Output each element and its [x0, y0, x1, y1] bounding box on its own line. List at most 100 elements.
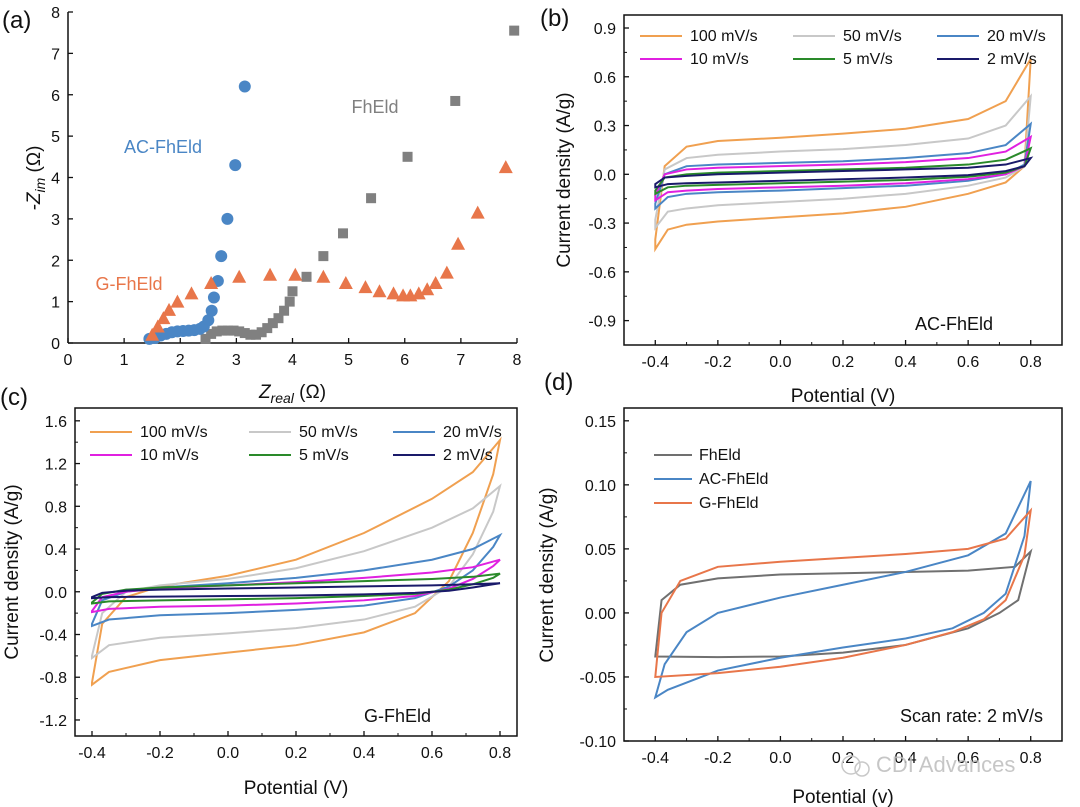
y-tick-label: 0.10 [585, 478, 616, 495]
y-tick-label: -0.8 [39, 670, 67, 687]
data-point [498, 160, 513, 174]
y-axis-label: Current density (A/g) [537, 487, 558, 662]
data-point [238, 80, 251, 93]
y-tick-label: -1.2 [39, 713, 67, 730]
data-point [162, 302, 177, 316]
x-tick-label: -0.2 [704, 354, 732, 371]
legend-label: 100 mV/s [690, 28, 758, 45]
legend-label: 5 mV/s [299, 447, 349, 464]
legend-label: 2 mV/s [443, 447, 493, 464]
x-tick-label: 5 [344, 352, 353, 369]
y-axis-label: Current density (A/g) [2, 484, 23, 659]
legend-label: 10 mV/s [140, 447, 199, 464]
data-point [470, 205, 485, 219]
x-tick-label: -0.4 [641, 750, 669, 767]
y-tick-label: 0.3 [594, 119, 616, 136]
x-tick-label: 3 [232, 352, 241, 369]
y-tick-label: 0.00 [585, 606, 616, 623]
data-point [279, 305, 290, 316]
legend-label: 50 mV/s [299, 424, 358, 441]
data-point [251, 329, 262, 340]
x-tick-label: 0.4 [353, 745, 375, 762]
x-axis-label: Potential (V) [791, 386, 896, 407]
data-point [245, 329, 256, 340]
cv-curve-5mVs [91, 572, 501, 605]
panel-label: (b) [540, 5, 569, 32]
y-tick-label: 1.6 [45, 414, 67, 431]
legend-label: 20 mV/s [987, 28, 1046, 45]
y-tick-label: 0.6 [594, 70, 616, 87]
data-point [301, 271, 312, 282]
x-tick-label: 0.8 [1020, 354, 1042, 371]
cv-curve-2mVs [91, 582, 501, 600]
data-point [239, 328, 250, 339]
data-point [200, 333, 211, 344]
data-point [228, 325, 239, 336]
x-tick-label: 0 [64, 352, 73, 369]
y-tick-label: 0.8 [45, 499, 67, 516]
data-point [366, 193, 377, 204]
y-axis-label: Current density (A/g) [554, 92, 575, 267]
series-annotation: FhEld [351, 97, 398, 117]
x-tick-label: 0.2 [285, 745, 307, 762]
y-tick-label: -0.4 [39, 628, 67, 645]
data-point [156, 311, 171, 325]
cv-curve-20mVs [91, 532, 503, 628]
data-point [256, 327, 267, 338]
panel-label: (a) [2, 7, 31, 34]
data-point [211, 326, 222, 337]
legend-label: 50 mV/s [843, 28, 902, 45]
data-point [372, 284, 387, 298]
y-tick-label: 2 [51, 253, 60, 270]
data-point [402, 151, 413, 162]
data-point [229, 159, 242, 172]
series-G-FhEld [145, 160, 513, 341]
y-tick-label: 6 [51, 88, 60, 105]
y-tick-label: 8 [51, 5, 60, 22]
cv-curve-AC-FhEld [653, 480, 1032, 700]
y-tick-label: 1.2 [45, 457, 67, 474]
x-tick-label: 0.6 [957, 354, 979, 371]
legend-label: 2 mV/s [987, 51, 1037, 68]
x-tick-label: -0.2 [146, 745, 174, 762]
legend-label: AC-FhEld [699, 471, 768, 488]
y-tick-label: 1 [51, 295, 60, 312]
panel-label: (c) [0, 384, 28, 411]
data-point [509, 25, 520, 36]
cv-curve-100mVs [654, 58, 1032, 253]
legend-label: 20 mV/s [443, 424, 502, 441]
y-tick-label: 0.0 [594, 167, 616, 184]
series-annotation: AC-FhEld [124, 137, 202, 157]
x-tick-label: 0.6 [957, 750, 979, 767]
data-point [205, 304, 218, 317]
x-tick-label: 0.8 [1020, 750, 1042, 767]
x-tick-label: 0.6 [421, 745, 443, 762]
data-point [318, 251, 329, 262]
x-tick-label: 7 [456, 352, 465, 369]
watermark: CDI Advances [841, 752, 1015, 777]
chart-panel-0: (a) 0 1 2 3 4 5 6 7 8 0 1 2 3 4 5 6 7 8 Zreal (Ω) -Zim (Ω) AC… [2, 5, 522, 406]
x-axis-label: Zreal (Ω) [258, 382, 326, 406]
y-tick-label: 0 [51, 336, 60, 353]
y-tick-label: 7 [51, 46, 60, 63]
chart-panel-3: (d) -0.4 -0.2 0.0 0.2 0.4 0.6 0.8 -0.10 -0.05 0.00… [537, 369, 1063, 807]
data-point [267, 318, 278, 329]
data-point [222, 325, 233, 336]
x-tick-label: 0.0 [769, 354, 791, 371]
x-tick-label: 0.4 [894, 354, 916, 371]
y-tick-label: -0.9 [588, 314, 616, 331]
chart-panel-2: (c) -0.4 -0.2 0.0 0.2 0.4 0.6 0.8 -1.2 -0.8 -0.4 0.… [0, 384, 518, 799]
series-annotation: G-FhEld [95, 274, 162, 294]
y-tick-label: 0.15 [585, 414, 616, 431]
data-point [428, 276, 443, 290]
cv-curve-2mVs [654, 156, 1034, 189]
y-tick-label: 5 [51, 129, 60, 146]
data-point [234, 326, 245, 337]
legend-label: 5 mV/s [843, 51, 893, 68]
x-tick-label: 6 [400, 352, 409, 369]
y-tick-label: 0.4 [45, 542, 67, 559]
data-point [284, 296, 295, 307]
wechat-icon-inner [854, 761, 870, 777]
series-FhEld [200, 25, 520, 344]
